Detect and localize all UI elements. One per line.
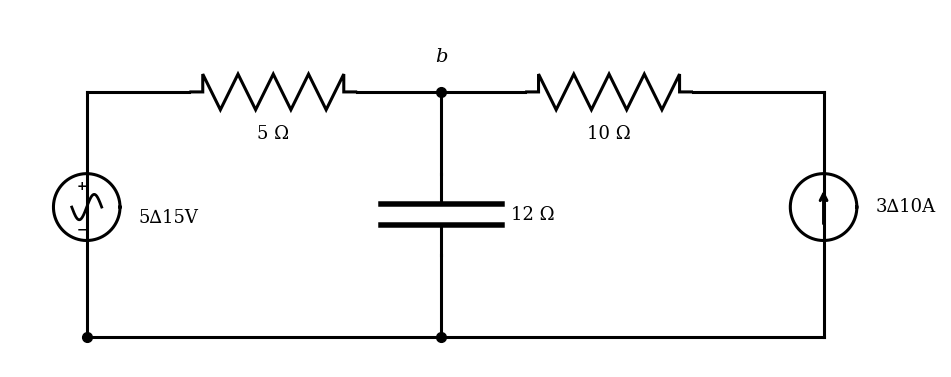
Text: b: b <box>435 48 447 66</box>
Text: 5 Ω: 5 Ω <box>257 126 289 143</box>
Text: +: + <box>76 180 87 193</box>
Text: −: − <box>76 223 87 236</box>
Text: 5∆15V: 5∆15V <box>139 209 199 227</box>
Text: 3∆10A: 3∆10A <box>876 198 936 216</box>
Text: 12 Ω: 12 Ω <box>511 205 554 224</box>
Text: 10 Ω: 10 Ω <box>587 126 631 143</box>
